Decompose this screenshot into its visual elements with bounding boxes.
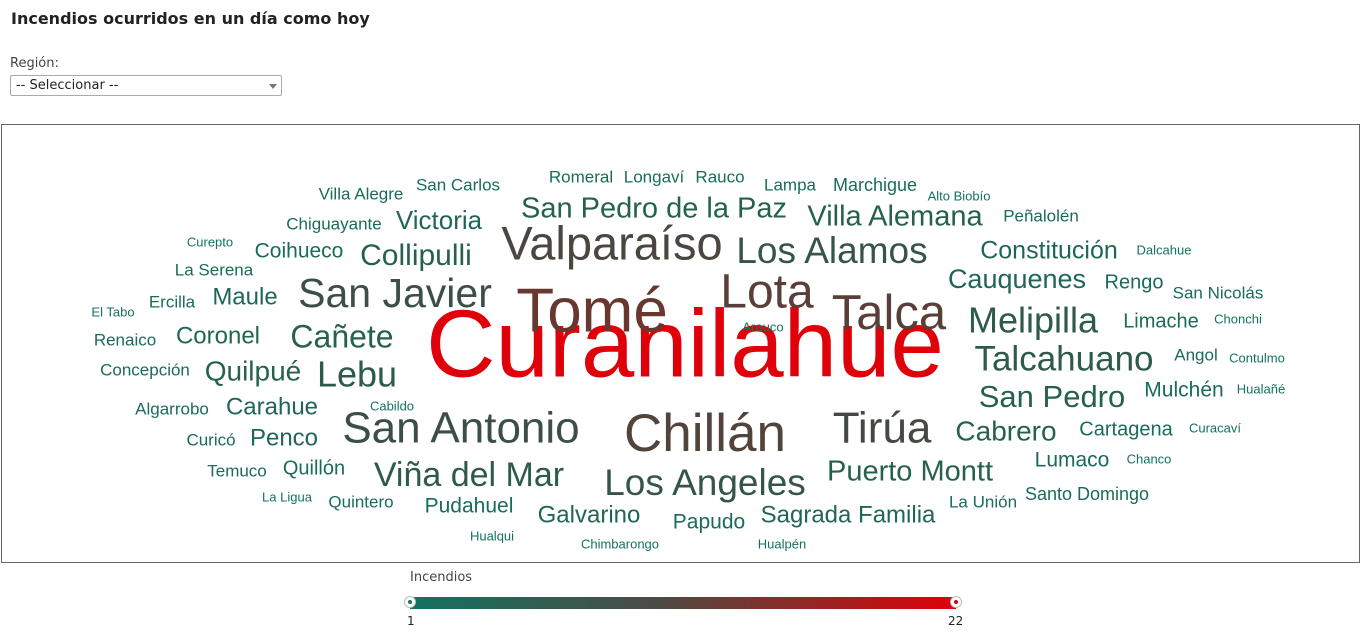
cloud-word[interactable]: Angol: [1174, 345, 1217, 364]
cloud-word[interactable]: Curanilahue: [426, 290, 944, 397]
cloud-word[interactable]: San Pedro de la Paz: [521, 193, 787, 225]
cloud-word[interactable]: La Unión: [949, 492, 1017, 511]
cloud-word[interactable]: Chiguayante: [286, 214, 381, 233]
page-title: Incendios ocurridos en un día como hoy: [11, 9, 370, 28]
cloud-word[interactable]: Ercilla: [149, 292, 196, 311]
cloud-word[interactable]: Hualañé: [1237, 381, 1285, 396]
cloud-word[interactable]: San Javier: [298, 270, 492, 316]
cloud-word[interactable]: Tomé: [516, 276, 668, 345]
legend-min-handle[interactable]: [404, 596, 416, 608]
cloud-word[interactable]: Galvarino: [538, 501, 641, 528]
cloud-word[interactable]: Puerto Montt: [827, 456, 993, 488]
cloud-word[interactable]: Hualpén: [758, 536, 806, 551]
cloud-word[interactable]: Villa Alegre: [319, 184, 404, 203]
cloud-word[interactable]: Maule: [212, 283, 277, 310]
region-select-value: -- Seleccionar --: [16, 78, 119, 93]
cloud-word[interactable]: Cañete: [290, 318, 393, 354]
cloud-word[interactable]: Quillón: [283, 457, 345, 479]
cloud-word[interactable]: Mulchén: [1144, 379, 1223, 402]
cloud-word[interactable]: Contulmo: [1229, 350, 1285, 365]
cloud-word[interactable]: Temuco: [207, 461, 267, 480]
cloud-word[interactable]: Curicó: [186, 430, 235, 449]
cloud-word[interactable]: Chonchi: [1214, 311, 1262, 326]
cloud-word[interactable]: Cabildo: [370, 398, 414, 413]
cloud-word[interactable]: San Antonio: [342, 404, 579, 453]
cloud-word[interactable]: Curepto: [187, 234, 233, 249]
cloud-word[interactable]: Melipilla: [968, 300, 1099, 341]
cloud-word[interactable]: Pudahuel: [425, 495, 514, 518]
cloud-word[interactable]: Valparaíso: [501, 216, 722, 269]
cloud-word[interactable]: Santo Domingo: [1025, 484, 1149, 504]
cloud-word[interactable]: Coihueco: [255, 240, 344, 263]
cloud-word[interactable]: Los Alamos: [736, 230, 927, 271]
cloud-word[interactable]: Coronel: [176, 322, 260, 349]
cloud-word[interactable]: Peñalolén: [1003, 206, 1079, 225]
cloud-word[interactable]: San Pedro: [979, 379, 1126, 414]
cloud-word[interactable]: Lebu: [317, 354, 397, 395]
cloud-word[interactable]: Lota: [720, 266, 814, 319]
cloud-word[interactable]: Renaico: [94, 330, 156, 349]
cloud-word[interactable]: Concepción: [100, 360, 190, 379]
cloud-word[interactable]: Longaví: [624, 167, 685, 186]
cloud-word[interactable]: Marchigue: [833, 175, 917, 195]
legend-max-value: 22: [948, 614, 964, 628]
cloud-word[interactable]: Quilpué: [205, 355, 302, 386]
legend-title: Incendios: [410, 570, 473, 585]
cloud-word[interactable]: Curacaví: [1189, 420, 1241, 435]
cloud-word[interactable]: Limache: [1123, 310, 1199, 332]
color-scale-bar: [410, 597, 956, 609]
cloud-word[interactable]: Cabrero: [955, 415, 1056, 446]
cloud-word[interactable]: Papudo: [673, 511, 745, 534]
cloud-word[interactable]: Chillán: [624, 404, 786, 463]
legend-max-handle[interactable]: [950, 596, 962, 608]
cloud-word[interactable]: Victoria: [396, 205, 483, 235]
cloud-word[interactable]: Viña del Mar: [374, 456, 564, 494]
cloud-word[interactable]: Lumaco: [1035, 449, 1110, 472]
region-label: Región:: [10, 56, 59, 71]
region-select[interactable]: -- Seleccionar --: [10, 75, 282, 96]
cloud-word[interactable]: Sagrada Familia: [761, 501, 936, 528]
cloud-word[interactable]: San Carlos: [416, 175, 500, 194]
cloud-word[interactable]: San Nicolás: [1173, 283, 1264, 302]
cloud-word[interactable]: Collipulli: [360, 239, 472, 272]
cloud-word[interactable]: Quintero: [328, 492, 393, 511]
cloud-word[interactable]: Cauquenes: [948, 264, 1086, 294]
legend-min-value: 1: [407, 614, 415, 628]
cloud-word[interactable]: Constitución: [980, 237, 1118, 265]
cloud-word[interactable]: Lampa: [764, 175, 817, 194]
cloud-word[interactable]: Talca: [832, 286, 947, 340]
cloud-word[interactable]: Cartagena: [1079, 418, 1173, 440]
cloud-word[interactable]: Villa Alemana: [807, 201, 983, 233]
cloud-word[interactable]: Dalcahue: [1137, 242, 1192, 257]
cloud-word[interactable]: Los Angeles: [604, 462, 806, 503]
cloud-word[interactable]: Alto Biobío: [928, 188, 991, 203]
cloud-word[interactable]: Tirúa: [833, 404, 932, 453]
cloud-word[interactable]: El Tabo: [91, 304, 134, 319]
cloud-word[interactable]: Hualqui: [470, 528, 514, 543]
cloud-word[interactable]: Talcahuano: [974, 339, 1153, 378]
chevron-down-icon[interactable]: [269, 84, 277, 89]
cloud-word[interactable]: Carahue: [226, 393, 318, 420]
cloud-word[interactable]: Chanco: [1127, 451, 1172, 466]
cloud-word[interactable]: Algarrobo: [135, 399, 209, 418]
cloud-word[interactable]: Romeral: [549, 167, 613, 186]
cloud-word[interactable]: La Serena: [175, 260, 254, 279]
cloud-word[interactable]: Penco: [250, 424, 318, 451]
cloud-word[interactable]: Arauco: [742, 319, 783, 334]
cloud-word[interactable]: Rauco: [695, 167, 744, 186]
cloud-word[interactable]: La Ligua: [262, 489, 313, 504]
cloud-word[interactable]: Chimbarongo: [581, 536, 659, 551]
word-cloud-panel: Curanilahue Tomé Lota Talca Chillán Valparaís…: [1, 124, 1360, 563]
cloud-word[interactable]: Rengo: [1105, 271, 1164, 293]
